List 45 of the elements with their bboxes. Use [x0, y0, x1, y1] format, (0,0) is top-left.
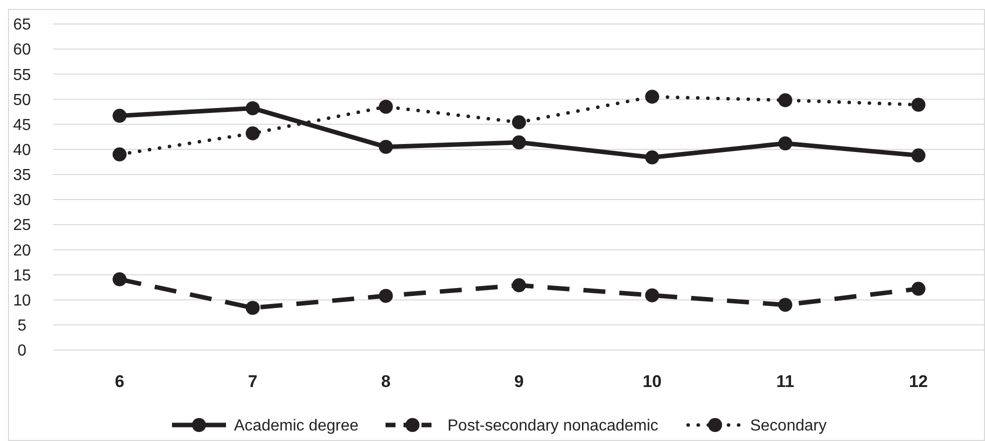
point — [512, 278, 526, 292]
point — [246, 300, 260, 315]
point — [378, 288, 393, 303]
point — [911, 98, 926, 112]
y-tick-label: 30 — [13, 192, 31, 210]
y-tick-label: 60 — [13, 42, 31, 59]
y-tick-label: 25 — [13, 217, 31, 234]
y-tick-label: 40 — [13, 142, 31, 159]
y-tick-label: 10 — [13, 292, 31, 310]
legend-label: Academic degree — [234, 418, 359, 435]
y-tick-label: 0 — [18, 342, 27, 360]
legend-label: Post-secondary nonacademic — [448, 418, 658, 435]
point — [378, 100, 393, 114]
point — [911, 282, 926, 296]
point — [645, 150, 660, 164]
point — [645, 288, 660, 302]
point — [112, 147, 127, 162]
point — [246, 126, 260, 140]
x-tick-label: 8 — [381, 372, 391, 391]
x-tick-label: 10 — [642, 372, 662, 391]
x-tick-label: 11 — [776, 372, 794, 391]
y-tick-label: 20 — [13, 242, 31, 260]
point — [778, 93, 792, 108]
y-tick-label: 15 — [13, 267, 31, 284]
point — [778, 298, 792, 312]
point — [645, 90, 660, 104]
x-tick-label: 6 — [114, 372, 124, 391]
x-tick-label: 9 — [514, 372, 524, 391]
point — [512, 115, 526, 130]
point — [112, 108, 127, 123]
y-tick-label: 65 — [13, 16, 31, 34]
legend-label: Secondary — [750, 418, 827, 435]
y-tick-label: 50 — [13, 92, 31, 109]
y-tick-label: 55 — [13, 66, 31, 84]
x-tick-label: 12 — [908, 372, 928, 391]
y-tick-label: 5 — [18, 318, 27, 335]
point — [778, 136, 792, 150]
point — [246, 101, 260, 116]
point — [911, 148, 926, 162]
y-tick-label: 45 — [13, 116, 31, 134]
y-tick-label: 35 — [13, 167, 31, 184]
x-tick-label: 7 — [248, 372, 258, 391]
point — [378, 140, 393, 154]
point — [512, 135, 526, 150]
point — [112, 272, 127, 286]
